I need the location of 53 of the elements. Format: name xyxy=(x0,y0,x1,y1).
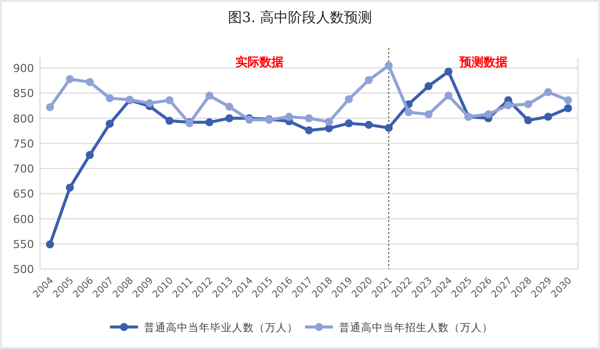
point xyxy=(564,104,572,112)
y-tick-label: 600 xyxy=(13,212,34,226)
point xyxy=(404,108,413,116)
y-tick-label: 750 xyxy=(13,137,34,150)
y-tick-label: 700 xyxy=(13,162,34,176)
point xyxy=(225,102,234,111)
point xyxy=(146,99,154,108)
y-tick-label: 500 xyxy=(13,263,34,276)
point xyxy=(364,76,373,84)
point xyxy=(564,96,572,104)
y-tick-label: 900 xyxy=(13,62,34,76)
point xyxy=(384,62,393,70)
legend-label: 普通高中当年招生人数（万人） xyxy=(339,321,493,334)
point xyxy=(46,103,54,112)
y-tick-label: 850 xyxy=(13,87,34,100)
point xyxy=(544,88,552,96)
y-tick-label: 550 xyxy=(13,238,34,251)
point xyxy=(384,124,393,132)
point xyxy=(344,95,353,104)
point xyxy=(524,100,532,108)
legend-label: 普通高中当年毕业人数（万人） xyxy=(144,321,298,334)
point xyxy=(305,126,313,134)
annotation: 实际数据 xyxy=(235,55,284,69)
point xyxy=(324,124,333,132)
point xyxy=(46,240,54,248)
point xyxy=(444,68,452,76)
point xyxy=(205,118,214,126)
point xyxy=(166,96,174,104)
point xyxy=(524,116,532,124)
point xyxy=(225,114,234,122)
point xyxy=(324,118,333,126)
point xyxy=(205,92,214,100)
point xyxy=(66,184,74,192)
point xyxy=(364,120,373,129)
chart-title: 图3. 高中阶段人数预测 xyxy=(228,10,372,26)
annotation: 预测数据 xyxy=(458,55,508,69)
point xyxy=(544,112,552,121)
point xyxy=(86,150,94,159)
point xyxy=(444,92,452,100)
point xyxy=(285,112,294,121)
point xyxy=(106,120,114,128)
y-tick-label: 800 xyxy=(13,112,34,126)
point xyxy=(344,119,353,128)
y-tick-label: 650 xyxy=(13,188,34,201)
point xyxy=(305,114,313,122)
point xyxy=(504,101,512,110)
point xyxy=(106,94,114,102)
point xyxy=(484,110,492,118)
point xyxy=(166,116,174,125)
point xyxy=(424,110,433,118)
point xyxy=(66,75,74,84)
point xyxy=(86,78,94,86)
point xyxy=(424,82,433,90)
